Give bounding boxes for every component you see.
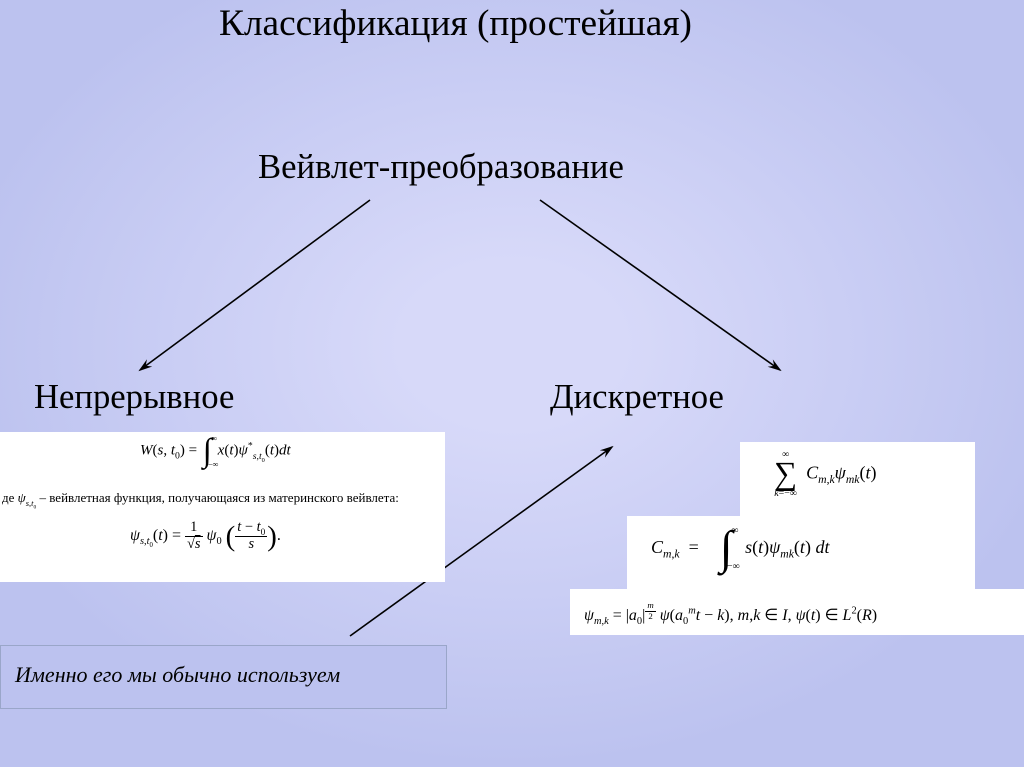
- arrow-to-discrete: [540, 200, 780, 370]
- branch-right: Дискретное: [550, 378, 724, 417]
- arrow-to-continuous: [140, 200, 370, 370]
- formula-W: W(s, t0) = ∫ ∞ −∞ x(t)ψ*s,t0(t)dt: [140, 438, 291, 464]
- usage-note-text: Именно его мы обычно используем: [15, 662, 340, 688]
- formula-psi-st0: ψs,t0(t) = 1√s ψ0 (t − t0s).: [130, 520, 281, 553]
- continuous-caption: де ψs,t0 – вейвлетная функция, получающа…: [2, 490, 399, 507]
- discrete-formula-sum: ∞ ∑ k=−∞ Cm,kψmk(t): [740, 442, 975, 516]
- discrete-formula-psi: ψm,k = |a0|m2 ψ(a0mt − k), m,k ∈ I, ψ(t)…: [570, 589, 1024, 635]
- usage-note: Именно его мы обычно используем: [0, 645, 447, 709]
- discrete-formula-C: Cm,k = ∫ ∞ −∞ s(t)ψmk(t) dt: [627, 516, 975, 589]
- page-title: Классификация (простейшая): [219, 2, 692, 45]
- root-node: Вейвлет-преобразование: [258, 148, 624, 187]
- continuous-formula-panel: W(s, t0) = ∫ ∞ −∞ x(t)ψ*s,t0(t)dt де ψs,…: [0, 432, 445, 582]
- branch-left: Непрерывное: [34, 378, 234, 417]
